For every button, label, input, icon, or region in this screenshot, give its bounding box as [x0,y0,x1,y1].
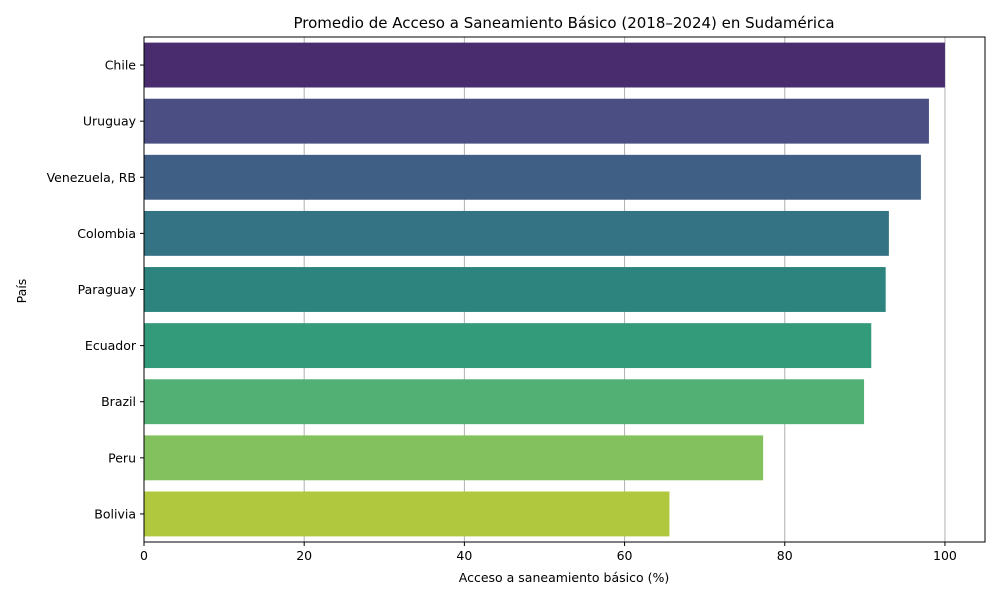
y-tick-label: Paraguay [78,282,137,297]
x-tick-label: 60 [617,548,633,563]
x-tick-label: 80 [777,548,793,563]
bar-paraguay [144,267,886,312]
plot-frame [143,36,986,543]
chart-title: Promedio de Acceso a Saneamiento Básico … [293,14,834,32]
bar-peru [144,435,764,481]
y-tick-label: Colombia [77,226,136,241]
bars [144,42,945,537]
x-tick-labels: 0 20 40 60 80 100 [140,542,957,563]
y-tick-label: Venezuela, RB [47,170,136,185]
bar-venezuela-rb [144,154,921,200]
x-axis-title: Acceso a saneamiento básico (%) [459,570,669,585]
bar-uruguay [144,98,929,144]
x-tick-label: 100 [933,548,957,563]
x-tick-label: 40 [456,548,472,563]
y-axis-title: País [14,279,29,304]
y-tick-label: Peru [108,450,136,465]
bar-chile [144,42,945,88]
bar-bolivia [144,491,670,537]
y-tick-labels: Chile Uruguay Venezuela, RB Colombia Paragua… [47,58,144,521]
x-tick-label: 20 [296,548,312,563]
y-tick-label: Ecuador [85,338,137,353]
bar-brazil [144,379,865,425]
y-tick-label: Bolivia [94,506,136,521]
bar-colombia [144,210,889,256]
y-tick-label: Chile [105,58,137,73]
y-tick-label: Uruguay [83,114,137,129]
x-tick-label: 0 [140,548,148,563]
y-tick-label: Brazil [101,394,136,409]
bar-ecuador [144,323,872,369]
